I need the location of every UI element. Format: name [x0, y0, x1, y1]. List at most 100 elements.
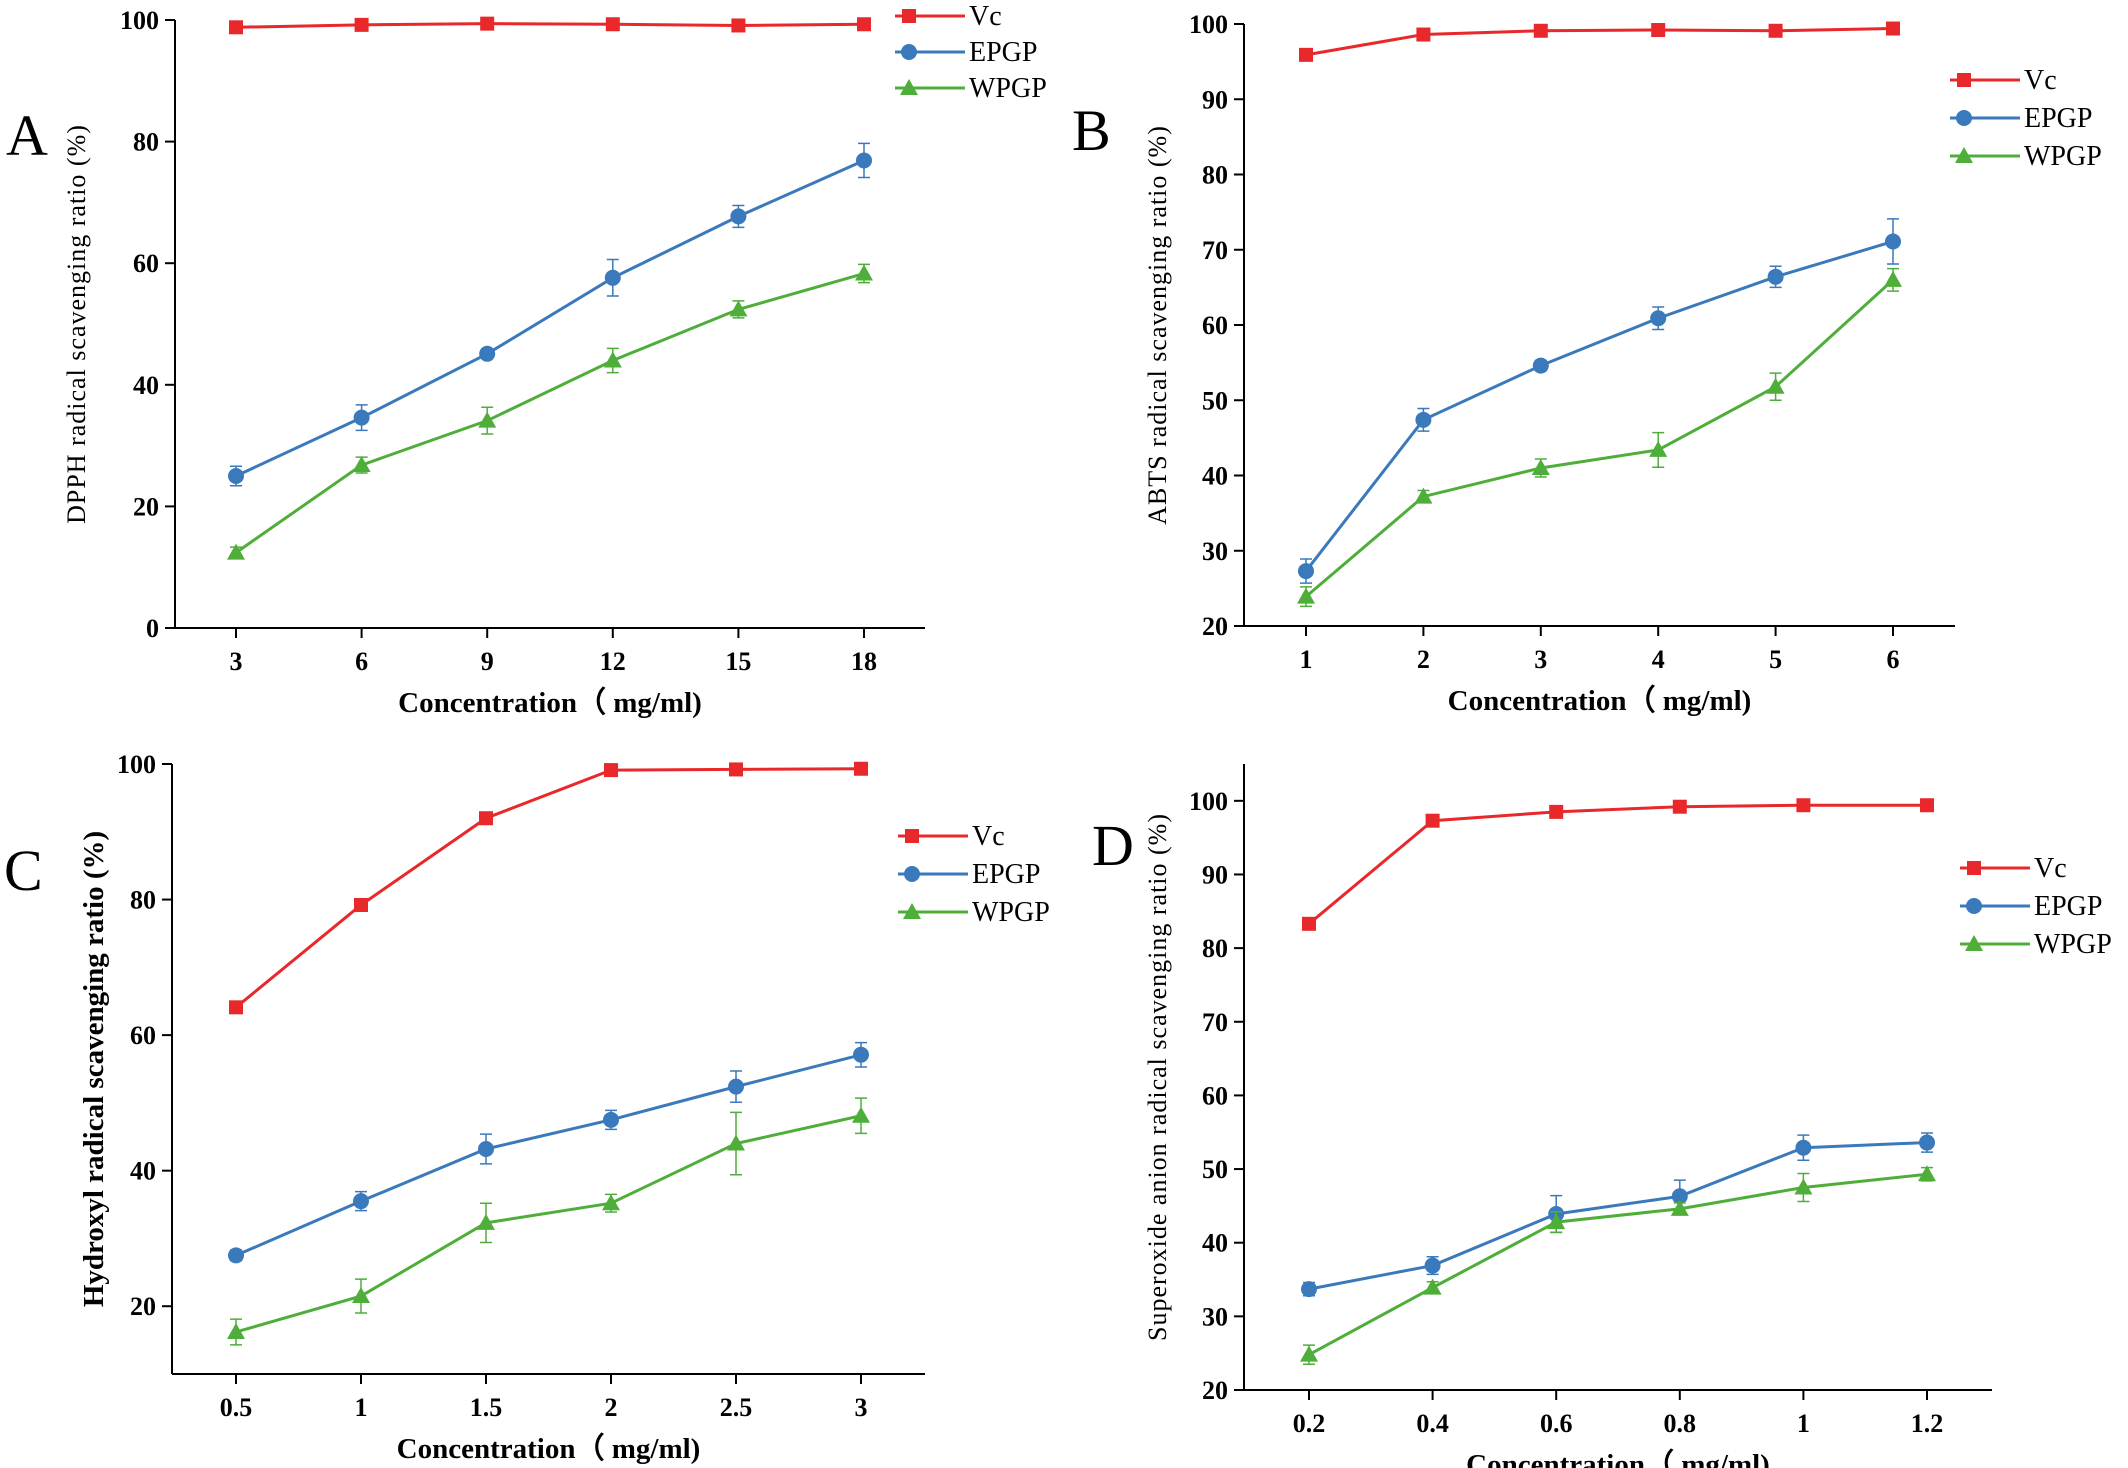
- data-point: [729, 300, 748, 317]
- data-point: [1885, 233, 1901, 250]
- legend-label: WPGP: [2024, 141, 2102, 172]
- legend: Vc EPGP WPGP: [895, 1, 1047, 104]
- y-tick-label: 80: [130, 886, 156, 915]
- series-line: [235, 159, 865, 478]
- data-point: [479, 811, 493, 826]
- series-line: [235, 767, 862, 1009]
- legend-label: Vc: [972, 821, 1005, 852]
- data-point: [1533, 23, 1548, 38]
- y-tick-label: 40: [1202, 1229, 1228, 1258]
- y-tick-label: 40: [1202, 462, 1228, 491]
- series-line: [235, 1114, 862, 1334]
- y-tick-label: 30: [1202, 537, 1228, 566]
- legend-label: EPGP: [969, 37, 1037, 68]
- x-tick-label: 0.2: [1293, 1409, 1326, 1438]
- legend-marker: [1956, 110, 1972, 126]
- data-point: [353, 409, 370, 426]
- legend-label: EPGP: [972, 859, 1040, 890]
- data-point: [727, 1134, 745, 1151]
- y-tick-label: 0: [146, 614, 159, 643]
- legend-label: WPGP: [972, 897, 1050, 928]
- series-line: [235, 272, 865, 554]
- chart-panel-b: 20 30 40 50 60 70 80 90 100 1 2 3 4 5 6 Concentration（ …: [1072, 10, 2102, 717]
- data-point: [603, 1111, 619, 1128]
- x-tick-label: 12: [600, 647, 626, 676]
- y-tick-label: 30: [1202, 1302, 1228, 1331]
- data-point: [228, 468, 244, 484]
- data-point: [1302, 916, 1316, 931]
- data-point: [1672, 799, 1687, 814]
- x-tick-label: 2: [1417, 645, 1430, 674]
- y-tick-label: 70: [1202, 1008, 1228, 1037]
- series-vc: [229, 761, 868, 1015]
- y-axis-label: ABTS radical scavenging ratio (%): [1143, 125, 1172, 525]
- data-point: [1416, 27, 1431, 42]
- data-point: [1671, 1188, 1688, 1205]
- x-tick-label: 0.8: [1664, 1409, 1697, 1438]
- legend-label: Vc: [2024, 65, 2057, 96]
- y-tick-label: 50: [1202, 386, 1228, 415]
- y-axis-label: Superoxide anion radical scavenging rati…: [1143, 813, 1172, 1341]
- data-point: [603, 351, 622, 368]
- data-point: [1425, 813, 1440, 828]
- data-point: [602, 1194, 620, 1211]
- y-tick-label: 60: [1202, 311, 1228, 340]
- data-point: [854, 761, 868, 776]
- data-point: [1918, 1165, 1936, 1182]
- data-point: [1767, 268, 1784, 285]
- data-point: [478, 1140, 494, 1157]
- series-line: [1305, 278, 1895, 598]
- series-line: [1308, 803, 1927, 925]
- data-point: [1920, 798, 1934, 813]
- legend: Vc EPGP WPGP: [898, 821, 1050, 928]
- data-point: [227, 543, 245, 560]
- y-tick-label: 80: [1202, 161, 1228, 190]
- series-vc: [1299, 21, 1900, 62]
- y-axis-label: DPPH radical scavenging ratio (%): [62, 124, 91, 524]
- y-tick-label: 60: [130, 1021, 156, 1050]
- series-epgp: [228, 142, 872, 487]
- data-point: [352, 456, 371, 473]
- data-point: [1795, 1139, 1812, 1156]
- y-tick-label: 20: [1202, 612, 1228, 641]
- x-tick-label: 3: [1534, 645, 1547, 674]
- data-point: [852, 1106, 870, 1123]
- series-line: [1308, 1172, 1928, 1356]
- series-epgp: [228, 1041, 869, 1264]
- x-tick-label: 5: [1769, 645, 1782, 674]
- y-tick-label: 40: [130, 1157, 156, 1186]
- legend-marker: [905, 829, 919, 843]
- series-vc: [1302, 798, 1934, 931]
- legend-label: WPGP: [2034, 929, 2112, 960]
- legend-label: Vc: [2034, 853, 2067, 884]
- legend-marker: [1967, 861, 1981, 875]
- x-axis-label: Concentration（ mg/ml): [1466, 1448, 1770, 1468]
- series-line: [235, 1053, 862, 1257]
- y-tick-label: 80: [1202, 934, 1228, 963]
- legend-marker: [1957, 73, 1971, 87]
- x-tick-label: 0.5: [220, 1393, 253, 1422]
- data-point: [604, 269, 621, 286]
- y-tick-label: 100: [120, 6, 159, 35]
- legend-marker: [900, 79, 918, 95]
- chart-panel-a: 0 20 40 60 80 100 3 6 9 12 15 18 Concentration（ mg/m…: [6, 1, 1047, 719]
- x-tick-label: 6: [355, 647, 368, 676]
- series-wpgp: [227, 263, 873, 560]
- data-point: [228, 1247, 244, 1264]
- data-point: [855, 264, 873, 281]
- y-tick-label: 50: [1202, 1155, 1228, 1184]
- legend-marker: [1955, 147, 1973, 163]
- y-tick-label: 20: [1202, 1376, 1228, 1405]
- data-point: [1768, 23, 1783, 38]
- data-point: [730, 208, 747, 225]
- data-point: [729, 762, 743, 777]
- data-point: [1549, 804, 1564, 819]
- x-tick-label: 9: [481, 647, 494, 676]
- data-point: [1423, 1278, 1442, 1295]
- data-point: [857, 17, 871, 32]
- y-tick-label: 100: [1189, 10, 1228, 39]
- data-point: [1299, 47, 1313, 62]
- x-tick-label: 4: [1652, 645, 1665, 674]
- data-point: [1414, 487, 1433, 504]
- legend-marker: [904, 866, 920, 882]
